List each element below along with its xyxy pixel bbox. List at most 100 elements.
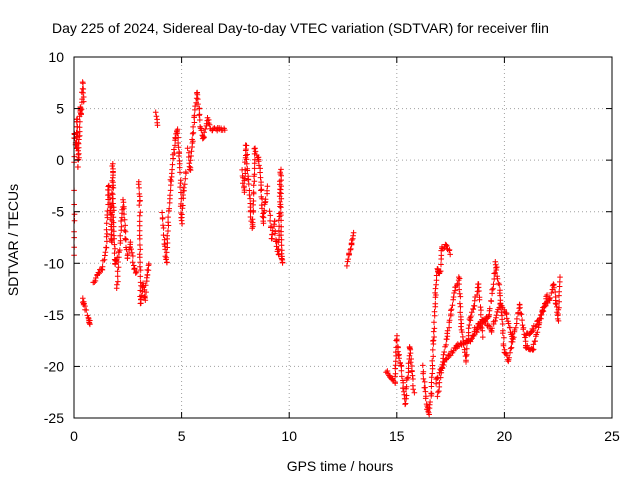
data-point bbox=[500, 342, 507, 349]
data-point bbox=[501, 335, 507, 341]
data-point bbox=[129, 249, 135, 256]
data-point bbox=[471, 303, 478, 309]
data-point bbox=[428, 390, 434, 397]
data-point bbox=[438, 261, 444, 268]
data-point bbox=[272, 230, 278, 237]
data-point bbox=[493, 312, 500, 319]
data-point bbox=[428, 391, 435, 397]
data-point bbox=[250, 189, 257, 195]
data-point bbox=[257, 169, 263, 176]
data-point bbox=[453, 342, 460, 349]
data-point bbox=[159, 209, 165, 216]
data-point bbox=[165, 228, 171, 234]
data-point bbox=[202, 126, 209, 132]
data-point bbox=[80, 301, 87, 308]
data-point bbox=[420, 370, 426, 377]
data-point bbox=[500, 330, 506, 336]
data-point bbox=[440, 352, 447, 358]
y-axis-title: SDTVAR / TECUs bbox=[5, 184, 21, 296]
data-point bbox=[115, 278, 121, 285]
data-point bbox=[169, 166, 175, 173]
data-point bbox=[393, 358, 399, 364]
data-point bbox=[278, 190, 284, 197]
data-point bbox=[260, 220, 267, 227]
data-point bbox=[492, 318, 498, 324]
data-point bbox=[519, 317, 525, 323]
data-point bbox=[132, 270, 139, 276]
data-point bbox=[476, 296, 483, 303]
data-point bbox=[488, 297, 494, 304]
data-point bbox=[489, 325, 495, 332]
data-point bbox=[532, 323, 539, 330]
data-point bbox=[167, 192, 173, 198]
data-point bbox=[91, 279, 98, 285]
data-point bbox=[129, 259, 136, 265]
data-point bbox=[145, 267, 152, 273]
data-point bbox=[117, 237, 124, 244]
data-point bbox=[139, 283, 146, 290]
data-point bbox=[117, 232, 123, 239]
data-point bbox=[396, 355, 402, 362]
data-point bbox=[496, 290, 503, 296]
data-point bbox=[121, 211, 127, 217]
data-point bbox=[411, 389, 418, 396]
data-point bbox=[109, 163, 115, 169]
data-point bbox=[446, 324, 452, 331]
data-point bbox=[137, 254, 143, 261]
data-point bbox=[503, 310, 510, 316]
data-point bbox=[507, 345, 514, 352]
data-point bbox=[403, 384, 410, 390]
data-point bbox=[271, 223, 277, 229]
data-point bbox=[504, 315, 510, 322]
data-point bbox=[348, 246, 354, 252]
data-point bbox=[345, 256, 351, 262]
data-point bbox=[446, 317, 453, 324]
data-point bbox=[251, 165, 258, 172]
data-point bbox=[404, 375, 410, 382]
data-point bbox=[143, 289, 149, 295]
data-point bbox=[128, 246, 134, 252]
data-point bbox=[517, 305, 523, 311]
data-point bbox=[114, 281, 120, 288]
data-point bbox=[470, 306, 476, 312]
data-point bbox=[122, 222, 128, 229]
data-point bbox=[430, 328, 437, 335]
data-point bbox=[457, 309, 463, 316]
data-point bbox=[537, 315, 543, 321]
data-point bbox=[268, 235, 275, 242]
y-tick-label: -5 bbox=[52, 204, 65, 220]
data-point bbox=[437, 268, 444, 274]
data-point bbox=[195, 101, 201, 107]
data-point bbox=[448, 306, 455, 312]
data-point bbox=[142, 293, 148, 299]
data-point bbox=[278, 166, 284, 173]
data-point bbox=[258, 187, 264, 194]
data-point bbox=[428, 374, 435, 380]
data-point bbox=[160, 232, 167, 238]
data-point bbox=[456, 274, 462, 280]
data-point bbox=[144, 275, 150, 281]
data-point bbox=[87, 321, 93, 328]
data-point bbox=[426, 411, 432, 418]
y-tick-label: -15 bbox=[44, 307, 64, 323]
data-point bbox=[519, 322, 526, 328]
data-point bbox=[109, 190, 115, 197]
data-point bbox=[457, 304, 464, 310]
data-point bbox=[443, 336, 450, 342]
data-point bbox=[256, 162, 262, 169]
data-point bbox=[444, 355, 450, 362]
data-point bbox=[406, 344, 413, 351]
data-point bbox=[476, 288, 482, 294]
data-point bbox=[275, 246, 282, 252]
y-tick-label: -10 bbox=[44, 255, 64, 271]
y-tick-label: 10 bbox=[48, 49, 64, 65]
axis-ticks: 0 5 10 15 20 25 -25 -20 -15 -10 -5 0 5 10 bbox=[44, 49, 620, 444]
data-point bbox=[349, 237, 355, 243]
data-point bbox=[258, 186, 265, 193]
data-point bbox=[430, 353, 436, 360]
data-point bbox=[278, 217, 284, 224]
data-point bbox=[278, 212, 284, 218]
data-point bbox=[201, 129, 207, 136]
data-point bbox=[76, 150, 82, 157]
data-point bbox=[448, 313, 454, 319]
